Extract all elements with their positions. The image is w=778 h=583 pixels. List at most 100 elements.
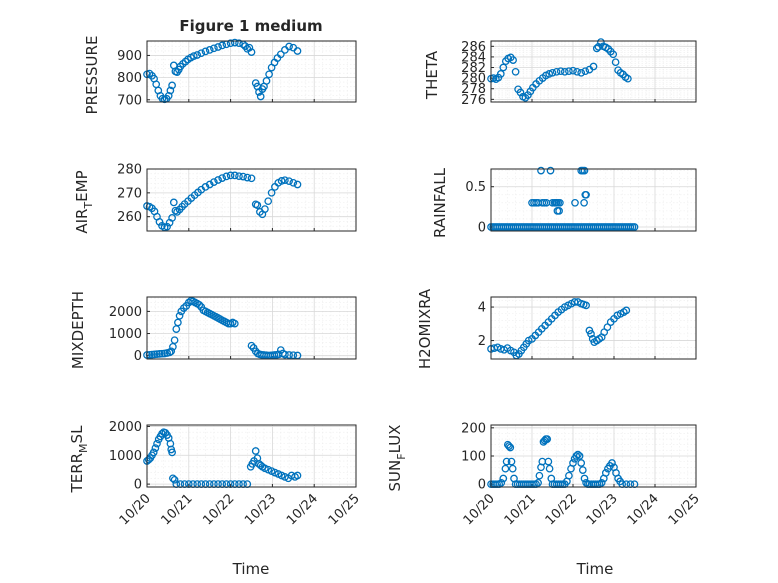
data-point <box>210 178 218 186</box>
data-point <box>575 452 584 460</box>
data-point <box>247 341 256 350</box>
data-point <box>535 471 544 480</box>
data-point <box>201 183 210 191</box>
data-point <box>589 62 598 71</box>
data-point <box>544 457 553 466</box>
data-point <box>174 318 182 327</box>
data-point <box>555 207 563 215</box>
x-tick-label: 10/21 <box>502 491 539 528</box>
data-point <box>587 330 595 338</box>
data-point <box>574 450 582 459</box>
y-tick-label: 2000 <box>109 420 142 435</box>
data-point <box>543 435 552 443</box>
y-tick-label: 282 <box>461 61 486 76</box>
data-point <box>582 190 590 199</box>
data-point <box>226 39 235 48</box>
data-point <box>166 86 175 95</box>
data-point <box>545 464 554 473</box>
data-point <box>624 74 632 83</box>
ylabel-air-rest: EMP <box>73 170 91 201</box>
data-point <box>169 474 177 483</box>
data-point <box>265 70 273 79</box>
data-point <box>293 471 302 480</box>
data-point <box>611 58 620 67</box>
axes-air-temp: 260 270 280 <box>117 163 357 232</box>
data-point <box>545 70 554 78</box>
data-point <box>168 214 176 222</box>
data-point <box>578 466 587 474</box>
data-point <box>158 349 166 358</box>
data-point <box>245 43 254 52</box>
axes-frame <box>490 296 697 360</box>
y-tick-label: 1000 <box>109 449 142 464</box>
x-tick-label: 10/22 <box>543 491 580 528</box>
data-point <box>153 439 161 448</box>
data-point <box>214 176 222 184</box>
data-point <box>285 42 293 51</box>
data-point <box>569 459 577 467</box>
data-point <box>622 306 631 315</box>
data-point <box>499 63 508 72</box>
y-tick-label: 0 <box>134 349 142 364</box>
axes-background <box>491 169 696 231</box>
data-point <box>546 166 555 175</box>
ylabel-terr-main: TERR <box>68 453 86 494</box>
data-point <box>577 68 586 77</box>
data-point <box>151 444 160 452</box>
ylabel-terr-msl: TERRMSL <box>68 425 90 494</box>
data-point <box>581 67 590 76</box>
axes-rainfall: 00.5 <box>465 166 697 235</box>
y-tick-label: 1000 <box>109 327 142 342</box>
x-tick-label: 10/24 <box>625 491 662 528</box>
data-point <box>293 180 302 189</box>
data-point <box>577 459 586 467</box>
data-point <box>580 166 589 175</box>
ylabel-pressure: PRESSURE <box>83 36 101 115</box>
data-point <box>155 350 164 358</box>
ylabel-rainfall: RAINFALL <box>431 167 449 238</box>
data-point <box>496 70 505 78</box>
data-point <box>506 443 515 452</box>
ylabel-sun-sub: F <box>395 453 408 459</box>
data-point <box>235 39 243 48</box>
data-point <box>145 350 154 359</box>
data-point <box>169 198 178 207</box>
data-point <box>170 475 179 484</box>
y-tick-label: 276 <box>461 93 486 108</box>
data-point <box>601 469 610 477</box>
y-tick-label: 280 <box>461 72 486 87</box>
data-point <box>281 350 289 359</box>
data-point <box>264 197 273 206</box>
figure-title: Figure 1 medium <box>179 17 322 35</box>
axes-frame <box>146 40 357 103</box>
ylabel-air-temp: AIRTEMP <box>73 170 95 233</box>
data-point <box>571 198 579 207</box>
data-point <box>230 319 239 328</box>
axes-mixdepth: 0 1000 2000 <box>109 296 357 364</box>
y-tick-label: 280 <box>117 163 142 178</box>
ylabel-h2omixra: H2OMIXRA <box>416 288 434 369</box>
data-point <box>205 180 214 189</box>
data-point <box>505 442 513 450</box>
axes-h2omixra: 24 <box>478 296 697 360</box>
ylabel-mixdepth: MIXDEPTH <box>69 291 87 369</box>
ylabel-sun-main: SUN <box>386 460 404 492</box>
data-point <box>201 47 210 56</box>
data-point <box>168 81 176 90</box>
y-tick-label: 100 <box>461 450 486 465</box>
y-tick-label: 286 <box>461 40 486 55</box>
data-point <box>572 452 581 460</box>
data-point <box>214 43 222 51</box>
data-point <box>511 67 520 76</box>
data-point <box>168 448 176 457</box>
data-point <box>158 429 166 438</box>
x-tick-label: 10/25 <box>326 491 363 528</box>
data-point <box>582 301 590 310</box>
ylabel-terr-rest: SL <box>68 425 86 444</box>
data-point <box>247 48 256 56</box>
data-point <box>565 471 573 480</box>
data-point <box>193 51 202 59</box>
axes-frame <box>490 40 697 103</box>
data-point <box>537 166 545 175</box>
